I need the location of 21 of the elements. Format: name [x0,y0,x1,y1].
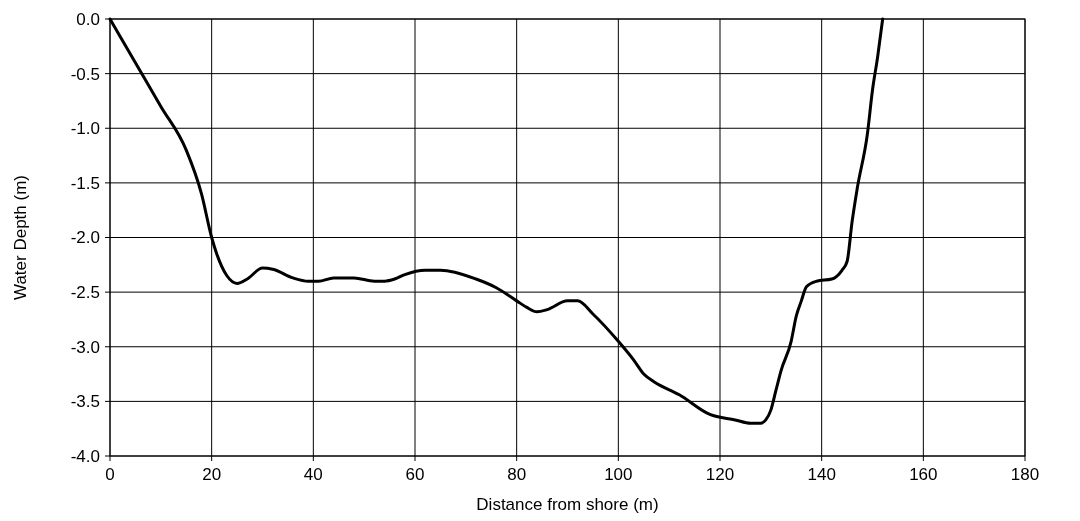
y-tick-label: -4.0 [70,446,100,466]
y-tick-label: -2.5 [70,283,100,303]
x-tick-label: 160 [909,465,938,484]
x-tick-label: 20 [202,465,222,484]
y-axis-title: Water Depth (m) [11,174,30,301]
x-tick-label: 120 [705,465,735,484]
y-tick-label: -3.0 [70,337,100,357]
x-tick-label: 60 [405,465,425,484]
y-tick-label: -3.5 [70,392,100,412]
y-tick-label: 0.0 [76,9,100,29]
y-tick-label: -0.5 [70,64,100,84]
y-tick-label: -2.0 [70,228,100,248]
y-tick-label: -1.5 [70,173,100,193]
x-tick-label: 80 [507,465,527,484]
x-tick-label: 140 [807,465,836,484]
x-axis-title: Distance from shore (m) [476,495,659,514]
x-tick-label: 180 [1010,465,1040,484]
y-tick-label: -1.0 [70,119,100,139]
x-tick-label: 0 [105,465,115,484]
x-tick-label: 40 [303,465,323,484]
x-tick-label: 100 [604,465,633,484]
